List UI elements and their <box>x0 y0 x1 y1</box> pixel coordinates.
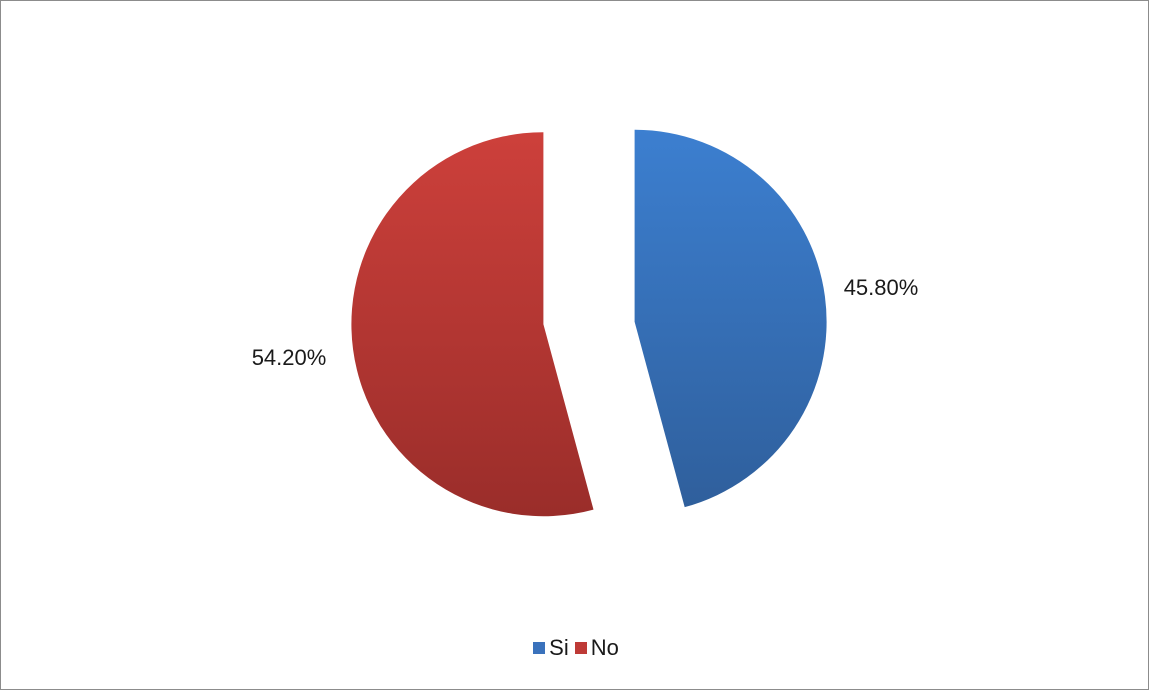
data-label-no: 54.20% <box>252 345 327 370</box>
legend-item-no: No <box>574 635 619 661</box>
legend-label-si: Si <box>549 635 569 660</box>
legend-label-no: No <box>590 635 619 660</box>
data-label-si: 45.80% <box>844 275 919 300</box>
chart-legend: Si No <box>1 635 1150 661</box>
legend-swatch-no <box>574 642 587 654</box>
pie-slice-no <box>351 132 594 517</box>
legend-swatch-si <box>533 642 546 654</box>
pie-data-labels: 45.80% 54.20% <box>252 275 919 370</box>
pie-slices <box>351 129 827 517</box>
pie-slice-si <box>634 129 827 508</box>
legend-item-si: Si <box>533 635 569 661</box>
